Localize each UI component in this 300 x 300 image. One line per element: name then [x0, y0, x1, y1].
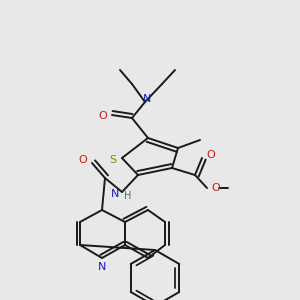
Text: N: N	[143, 94, 151, 104]
Text: O: O	[207, 150, 215, 160]
Text: H: H	[124, 191, 132, 201]
Text: O: O	[99, 111, 107, 121]
Text: N: N	[98, 262, 106, 272]
Text: S: S	[110, 155, 117, 165]
Text: O: O	[79, 155, 87, 165]
Text: O: O	[212, 183, 220, 193]
Text: N: N	[111, 189, 119, 199]
